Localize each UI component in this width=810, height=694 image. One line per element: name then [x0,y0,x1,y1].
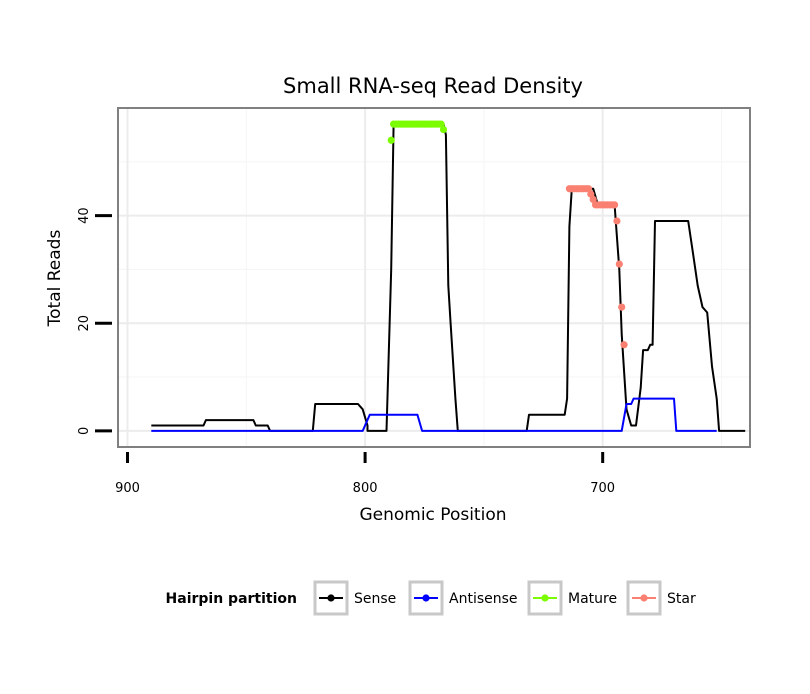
chart-title: Small RNA-seq Read Density [283,74,583,98]
star-point [615,260,623,268]
legend-key-dot [541,594,549,602]
legend: Hairpin partition Sense Antisense Mature St… [166,580,696,616]
star-point [618,303,626,311]
mature-point [437,120,445,128]
x-tick-label: 700 [590,481,615,496]
legend-label-star: Star [667,591,696,607]
legend-key-dot [422,594,430,602]
legend-title: Hairpin partition [166,591,297,607]
x-axis-title: Genomic Position [359,505,506,525]
star-point [589,195,597,204]
plot-panel-border [117,107,751,448]
x-tick-label: 900 [115,481,140,496]
y-tick-label: 40 [77,207,92,224]
legend-label-sense: Sense [354,591,396,607]
series-points-mature [387,120,448,144]
legend-label-antisense: Antisense [449,591,518,607]
star-point [620,341,628,349]
mature-point [439,125,448,134]
legend-key-dot [640,594,648,602]
gridlines [118,108,750,447]
series-line-antisense [151,397,717,432]
y-axis-title: Total Reads [45,230,65,328]
mature-point [387,136,395,144]
series-layer [151,120,746,432]
legend-label-mature: Mature [568,591,617,607]
star-point [587,190,595,198]
axes: 900 800 700 0 20 40 [77,207,615,496]
star-point [613,217,621,225]
star-point [610,201,619,209]
plot-panel [118,108,750,447]
y-tick-label: 0 [77,427,92,435]
star-point [584,185,593,193]
x-tick-label: 800 [353,481,378,496]
legend-key-dot [327,594,335,602]
series-line-sense [151,123,746,432]
series-points-star [565,185,628,349]
y-tick-label: 20 [77,315,92,332]
